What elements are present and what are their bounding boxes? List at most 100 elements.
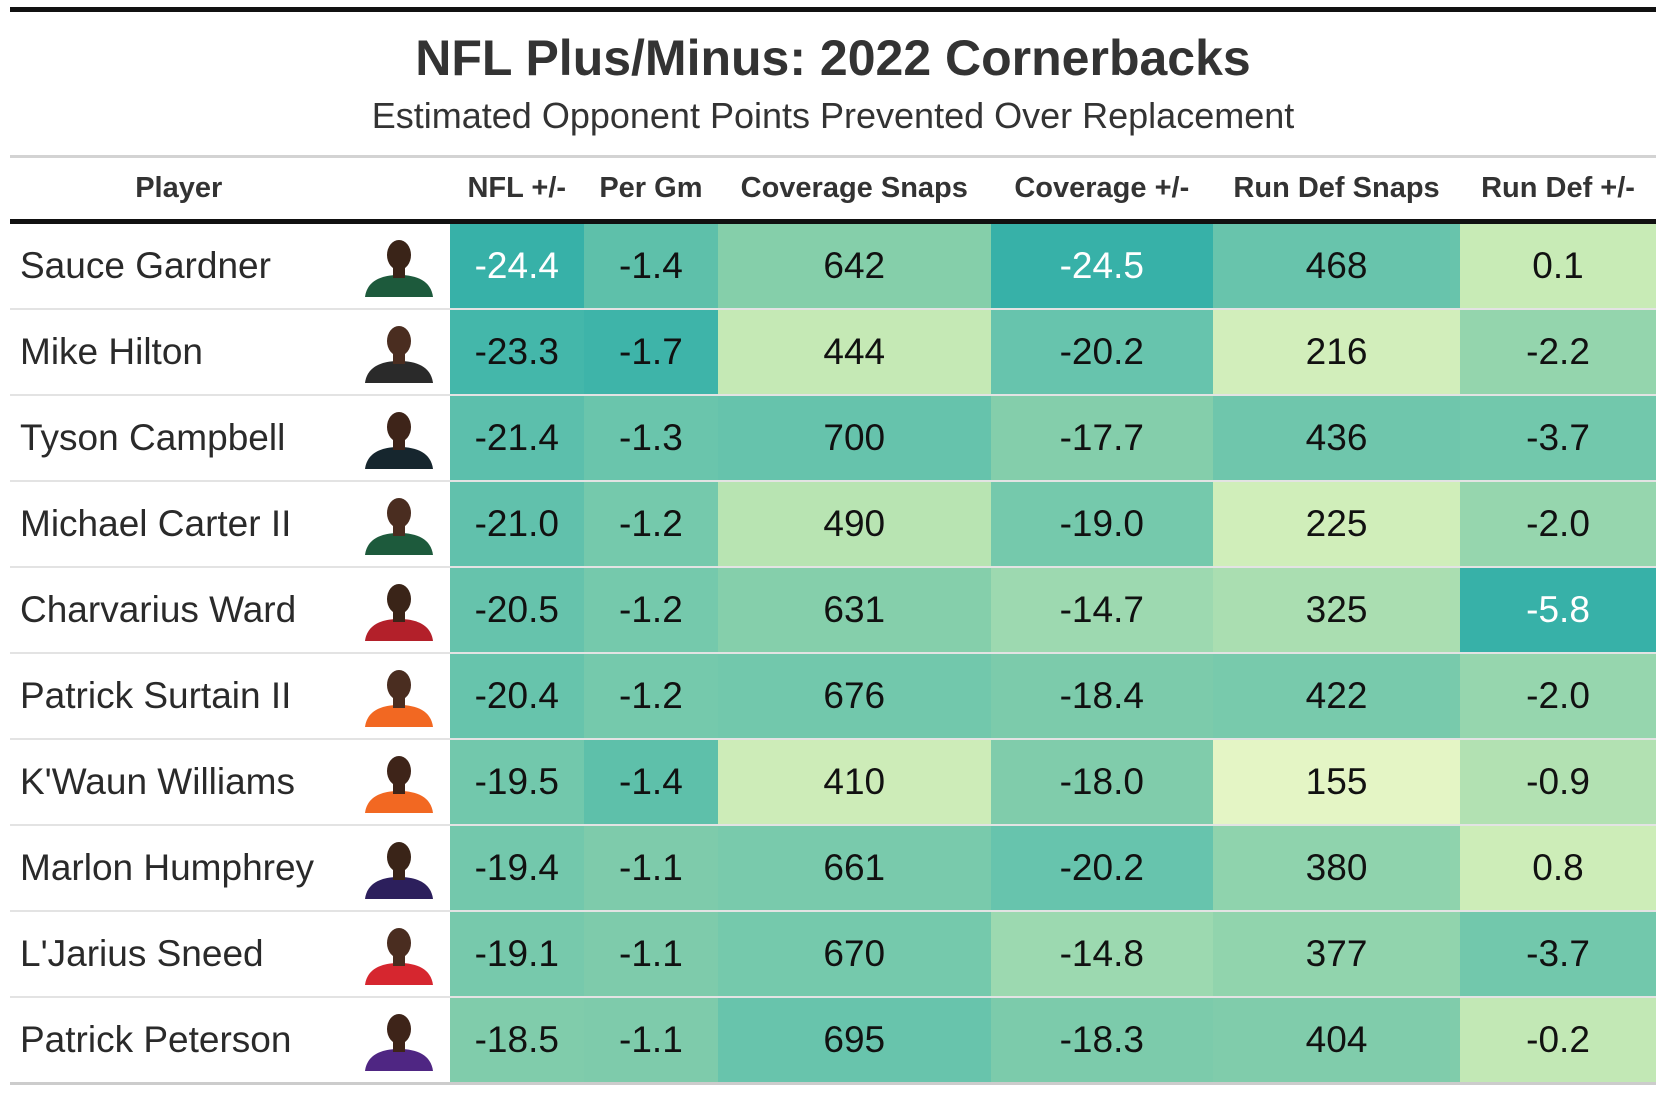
table-row: Marlon Humphrey -19.4 -1.1 661 -20.2 380 0.8 [10,825,1656,912]
cell-per-game: -1.4 [583,221,718,310]
cell-run-def-snaps: 155 [1213,739,1461,826]
top-rule [10,7,1656,12]
jersey-shape [364,791,433,813]
player-name: Patrick Surtain II [10,653,348,740]
cell-coverage-plus-minus: -18.3 [990,997,1214,1085]
cell-coverage-snaps: 410 [717,739,991,826]
player-name: Patrick Peterson [10,997,348,1085]
headshot-cell [347,309,450,396]
cell-run-def-plus-minus: -3.7 [1460,395,1656,482]
jersey-shape [364,877,433,899]
cell-run-def-snaps: 436 [1213,395,1461,482]
cell-nfl-plus-minus: -18.5 [449,997,584,1085]
column-header-run-def-snaps: Run Def Snaps [1213,158,1461,224]
head-shape [386,498,411,528]
table-row: Michael Carter II -21.0 -1.2 490 -19.0 225 -2.… [10,481,1656,568]
cell-run-def-plus-minus: 0.1 [1460,221,1656,310]
cell-coverage-snaps: 700 [717,395,991,482]
cell-coverage-plus-minus: -14.7 [990,567,1214,654]
cell-nfl-plus-minus: -21.0 [449,481,584,568]
cell-run-def-snaps: 422 [1213,653,1461,740]
headshot-cell [347,567,450,654]
cell-per-game: -1.1 [583,825,718,912]
head-shape [386,412,411,442]
cell-run-def-snaps: 404 [1213,997,1461,1085]
table-row: Patrick Surtain II -20.4 -1.2 676 -18.4 422 -2… [10,653,1656,740]
cell-run-def-plus-minus: -0.9 [1460,739,1656,826]
player-name: Michael Carter II [10,481,348,568]
head-shape [386,756,411,786]
head-shape [386,240,411,270]
page-title: NFL Plus/Minus: 2022 Cornerbacks [415,30,1251,86]
cell-per-game: -1.4 [583,739,718,826]
cell-coverage-plus-minus: -24.5 [990,221,1214,310]
cell-nfl-plus-minus: -23.3 [449,309,584,396]
cell-per-game: -1.2 [583,653,718,740]
column-header-player: Player [10,158,348,224]
table-row: L'Jarius Sneed -19.1 -1.1 670 -14.8 377 -3.7 [10,911,1656,998]
jersey-shape [364,361,433,383]
cell-run-def-snaps: 225 [1213,481,1461,568]
stats-table: Player NFL +/- Per Gm Coverage Snaps Cov… [10,158,1656,1085]
table-row: Sauce Gardner -24.4 -1.4 642 -24.5 468 0.1 [10,221,1656,310]
cell-run-def-snaps: 468 [1213,221,1461,310]
jersey-shape [364,533,433,555]
cell-nfl-plus-minus: -19.4 [449,825,584,912]
cell-coverage-snaps: 676 [717,653,991,740]
player-headshot-icon [364,326,433,383]
headshot-cell [347,653,450,740]
page-subtitle: Estimated Opponent Points Prevented Over… [371,95,1295,136]
cell-run-def-plus-minus: -2.0 [1460,481,1656,568]
cell-nfl-plus-minus: -20.5 [449,567,584,654]
cell-coverage-snaps: 490 [717,481,991,568]
cell-per-game: -1.2 [583,481,718,568]
jersey-shape [364,963,433,985]
player-name: Mike Hilton [10,309,348,396]
player-headshot-icon [364,756,433,813]
column-header-run-def-plus-minus: Run Def +/- [1460,158,1656,224]
table-row: Charvarius Ward -20.5 -1.2 631 -14.7 325 -5.8 [10,567,1656,654]
player-headshot-icon [364,498,433,555]
cell-coverage-plus-minus: -20.2 [990,825,1214,912]
head-shape [386,326,411,356]
column-header-coverage-plus-minus: Coverage +/- [990,158,1214,224]
cell-coverage-plus-minus: -17.7 [990,395,1214,482]
headshot-cell [347,825,450,912]
headshot-cell [347,481,450,568]
jersey-shape [364,619,433,641]
cell-coverage-plus-minus: -14.8 [990,911,1214,998]
cell-coverage-plus-minus: -18.4 [990,653,1214,740]
player-headshot-icon [364,1014,433,1071]
column-header-headshot [347,158,450,224]
cell-coverage-snaps: 670 [717,911,991,998]
head-shape [386,928,411,958]
head-shape [386,670,411,700]
header-divider [10,155,1656,158]
cell-nfl-plus-minus: -24.4 [449,221,584,310]
player-headshot-icon [364,240,433,297]
player-name: L'Jarius Sneed [10,911,348,998]
player-name: Charvarius Ward [10,567,348,654]
table-row: K'Waun Williams -19.5 -1.4 410 -18.0 155 -0.9 [10,739,1656,826]
player-headshot-icon [364,670,433,727]
cell-run-def-plus-minus: 0.8 [1460,825,1656,912]
headshot-cell [347,739,450,826]
cell-run-def-plus-minus: -0.2 [1460,997,1656,1085]
table-row: Patrick Peterson -18.5 -1.1 695 -18.3 404 -0.2 [10,997,1656,1085]
cell-coverage-snaps: 661 [717,825,991,912]
cell-per-game: -1.1 [583,997,718,1085]
cell-coverage-plus-minus: -18.0 [990,739,1214,826]
jersey-shape [364,275,433,297]
table-row: Mike Hilton -23.3 -1.7 444 -20.2 216 -2.2 [10,309,1656,396]
cell-coverage-plus-minus: -19.0 [990,481,1214,568]
cell-run-def-plus-minus: -5.8 [1460,567,1656,654]
table-container: NFL Plus/Minus: 2022 Cornerbacks Estimat… [10,7,1656,1085]
table-row: Tyson Campbell -21.4 -1.3 700 -17.7 436 -3.7 [10,395,1656,482]
player-headshot-icon [364,928,433,985]
column-header-nfl-plus-minus: NFL +/- [449,158,584,224]
cell-nfl-plus-minus: -20.4 [449,653,584,740]
player-headshot-icon [364,412,433,469]
player-name: Sauce Gardner [10,221,348,310]
cell-run-def-plus-minus: -2.0 [1460,653,1656,740]
cell-coverage-snaps: 631 [717,567,991,654]
